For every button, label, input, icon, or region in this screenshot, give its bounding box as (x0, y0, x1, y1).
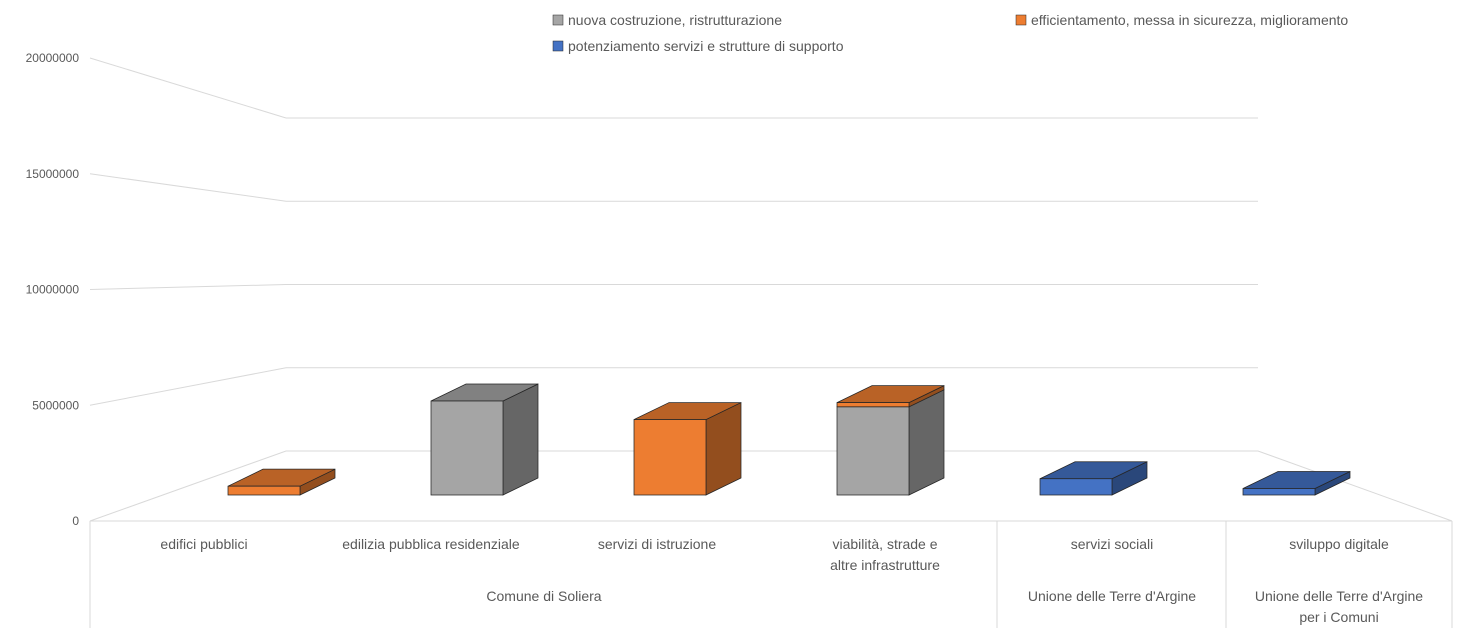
legend: nuova costruzione, ristrutturazione effic… (552, 12, 1348, 54)
bar (1242, 488, 1316, 496)
bar (1039, 478, 1113, 496)
group-label: per i Comuni (1299, 609, 1378, 625)
bar-side (502, 383, 539, 496)
category-label: altre infrastrutture (830, 557, 940, 573)
legend-swatch (1015, 14, 1027, 26)
bar (430, 400, 504, 496)
bars (227, 383, 1351, 496)
category-label: servizi sociali (1071, 536, 1153, 552)
category-label: edifici pubblici (160, 536, 247, 552)
y-tick-label: 10000000 (26, 283, 80, 297)
legend-label: nuova costruzione, ristrutturazione (568, 12, 782, 28)
y-tick-label: 5000000 (32, 398, 79, 412)
bar (633, 419, 707, 496)
y-tick-label: 0 (72, 514, 79, 528)
legend-label: potenziamento servizi e strutture di sup… (568, 38, 844, 54)
bar-side (908, 389, 945, 496)
legend-label: efficientamento, messa in sicurezza, mig… (1031, 12, 1348, 28)
bar (836, 406, 910, 496)
category-label: edilizia pubblica residenziale (342, 536, 520, 552)
gridlines (89, 57, 1258, 406)
y-axis: 0 5000000 10000000 15000000 20000000 (26, 51, 80, 528)
y-tick-label: 15000000 (26, 167, 80, 181)
gridline-diagonal (89, 173, 287, 202)
bar (836, 402, 910, 408)
category-label: viabilità, strade e (832, 536, 937, 552)
gridline-diagonal (89, 284, 287, 290)
x-axis: edifici pubblici edilizia pubblica reside… (89, 521, 1453, 628)
gridline-diagonal (89, 367, 287, 406)
group-label: Comune di Soliera (486, 588, 601, 604)
group-label: Unione delle Terre d'Argine (1255, 588, 1423, 604)
group-label: Unione delle Terre d'Argine (1028, 588, 1196, 604)
y-tick-label: 20000000 (26, 51, 80, 65)
gridline-diagonal (89, 57, 287, 119)
bar (227, 485, 301, 496)
category-label: sviluppo digitale (1289, 536, 1389, 552)
category-label: servizi di istruzione (598, 536, 716, 552)
legend-swatch (552, 14, 564, 26)
legend-swatch (552, 40, 564, 52)
